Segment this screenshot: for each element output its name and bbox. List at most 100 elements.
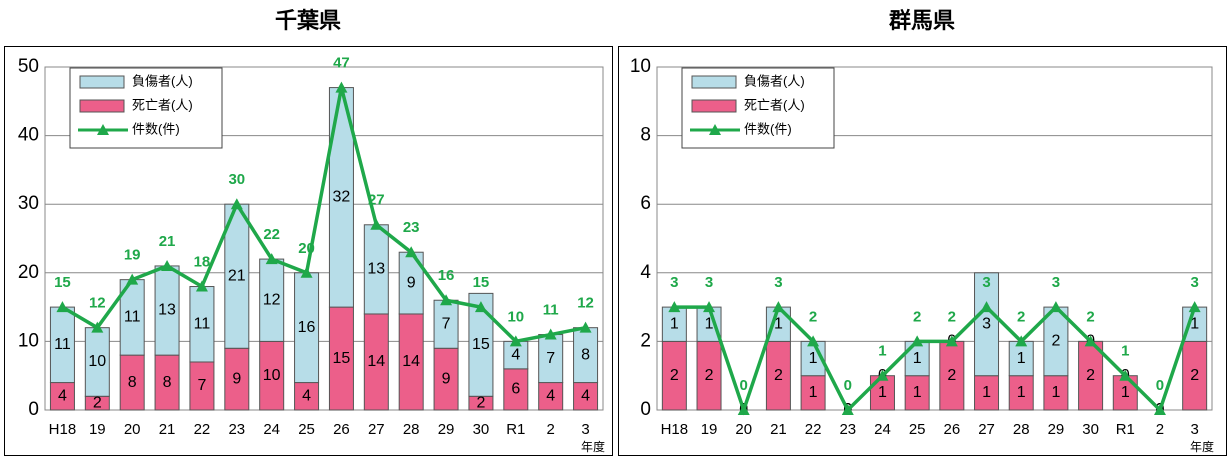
- bar-value-label: 12: [263, 291, 281, 308]
- bar-value-label: 1: [1051, 384, 1060, 401]
- line-value-label: 21: [159, 233, 176, 250]
- bar-segment: [696, 340, 722, 411]
- x-tick-label: 27: [368, 421, 385, 438]
- line-marker: [807, 335, 820, 347]
- bar-value-label: 8: [163, 374, 172, 391]
- bar-value-label: 1: [705, 315, 714, 332]
- line-marker: [668, 301, 681, 313]
- line-marker: [737, 404, 750, 415]
- line-value-label: 1: [1121, 343, 1129, 360]
- x-tick-label: 29: [1048, 421, 1065, 438]
- line-value-label: 2: [913, 308, 921, 325]
- bar-segment: [1008, 340, 1034, 377]
- bar-segment: [294, 272, 320, 384]
- line-value-label: 22: [263, 226, 280, 243]
- bar-value-label: 1: [1017, 384, 1026, 401]
- line-value-label: 18: [194, 253, 211, 270]
- line-value-label: 20: [298, 240, 315, 257]
- y-tick-label: 2: [640, 330, 651, 351]
- line-marker: [300, 266, 313, 278]
- x-tick-label: 30: [473, 421, 490, 438]
- bar-segment: [84, 327, 110, 397]
- line-marker: [1015, 335, 1028, 347]
- line-value-label: 12: [577, 295, 594, 312]
- bar-value-label: 7: [197, 377, 206, 394]
- bar-segment: [573, 382, 599, 411]
- bar-segment: [398, 251, 424, 315]
- bar-value-label: 8: [581, 346, 590, 363]
- bar-value-label: 4: [546, 387, 555, 404]
- x-tick-label: 26: [944, 421, 961, 438]
- bar-segment: [294, 382, 320, 411]
- legend-label: 負傷者(人): [132, 73, 193, 88]
- line-value-label: 47: [333, 55, 350, 72]
- line-value-label: 3: [1052, 274, 1060, 291]
- line-marker: [579, 321, 592, 333]
- line-marker: [1188, 301, 1201, 313]
- bar-value-label: 1: [982, 384, 991, 401]
- line-value-label: 3: [705, 274, 713, 291]
- y-tick-label: 40: [18, 125, 39, 146]
- bar-value-label: 32: [333, 189, 351, 206]
- line-marker: [911, 335, 924, 347]
- line-value-label: 3: [670, 274, 678, 291]
- bar-value-label: 2: [1190, 367, 1199, 384]
- chart-title: 千葉県: [275, 8, 341, 33]
- bar-segment: [328, 306, 354, 411]
- legend-label: 件数(件): [132, 121, 180, 136]
- legend-swatch: [97, 124, 109, 135]
- bar-segment: [1043, 375, 1069, 411]
- line-value-label: 2: [1017, 308, 1025, 325]
- bar-value-label: 4: [58, 387, 67, 404]
- line-value-label: 3: [982, 274, 990, 291]
- x-tick-label: 25: [909, 421, 926, 438]
- bar-value-label: 1: [1121, 384, 1130, 401]
- x-tick-label: 21: [159, 421, 176, 438]
- bar-segment: [363, 313, 389, 411]
- bar-value-label: 2: [947, 367, 956, 384]
- bar-value-label: 9: [442, 370, 451, 387]
- bar-segment: [1008, 375, 1034, 411]
- line-value-label: 1: [878, 343, 886, 360]
- plot-area: [44, 66, 604, 411]
- line-marker: [980, 301, 993, 313]
- bar-value-label: 11: [54, 336, 71, 353]
- y-tick-label: 20: [18, 262, 39, 283]
- line-marker: [945, 335, 958, 347]
- bar-segment: [503, 368, 529, 411]
- legend-label: 負傷者(人): [744, 73, 805, 88]
- bar-value-label: 1: [774, 315, 783, 332]
- legend-swatch: [79, 99, 125, 113]
- line-value-label: 2: [948, 308, 956, 325]
- legend-swatch: [691, 99, 737, 113]
- bar-value-label: 2: [93, 394, 102, 411]
- bar-segment: [661, 340, 687, 411]
- line-marker: [405, 246, 418, 258]
- y-tick-label: 8: [640, 125, 651, 146]
- x-tick-label: 2: [547, 421, 555, 438]
- bar-value-label: 4: [511, 346, 520, 363]
- bar-value-label: 1: [878, 384, 887, 401]
- x-tick-label: 28: [403, 421, 420, 438]
- bar-value-label: 1: [670, 315, 679, 332]
- y-tick-label: 6: [640, 193, 651, 214]
- bar-segment: [224, 347, 250, 411]
- line: [674, 303, 1197, 416]
- bar-segment: [189, 286, 215, 363]
- line-value-label: 23: [403, 219, 420, 236]
- x-tick-label: 21: [770, 421, 787, 438]
- bar-value-label: 21: [228, 267, 246, 284]
- line-marker: [230, 198, 243, 210]
- x-tick-label: 24: [263, 421, 280, 438]
- x-tick-label: 22: [805, 421, 822, 438]
- line-value-label: 12: [89, 295, 106, 312]
- bar-value-label: 3: [982, 315, 991, 332]
- bar-segment: [154, 354, 180, 411]
- line-marker: [474, 301, 487, 313]
- bar-value-label: 14: [367, 353, 385, 370]
- line-value-label: 10: [507, 308, 524, 325]
- bar-value-label: 2: [476, 394, 485, 411]
- bar-segment: [259, 340, 285, 411]
- y-tick-label: 10: [630, 56, 651, 77]
- x-tick-label: 19: [89, 421, 106, 438]
